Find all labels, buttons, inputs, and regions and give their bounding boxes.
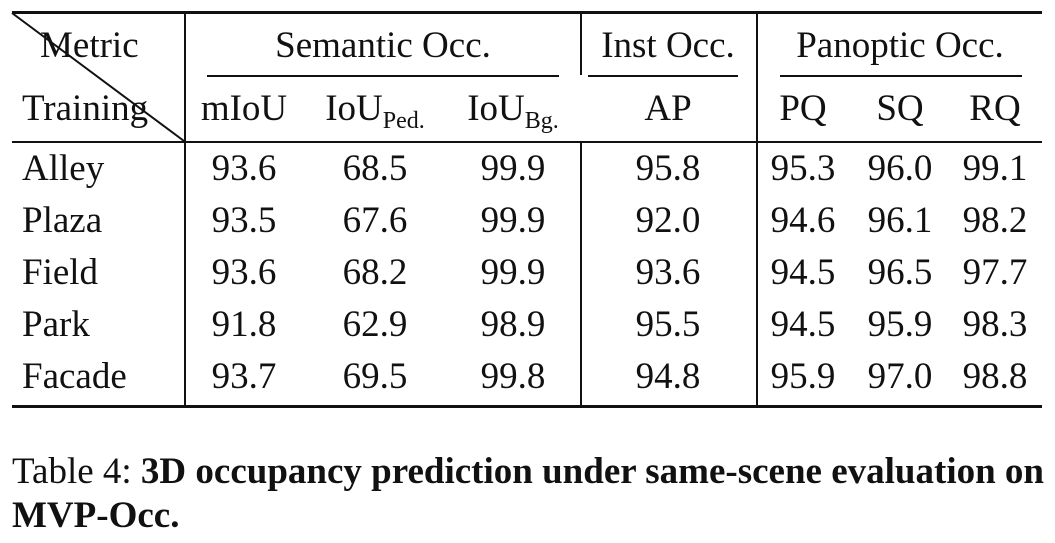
col-header-sq: SQ <box>876 88 924 129</box>
col-header-ap: AP <box>644 88 692 129</box>
cell-miou: 93.5 <box>211 200 277 241</box>
instance-group-underline <box>588 75 738 77</box>
cell-rq: 98.3 <box>962 304 1028 345</box>
row-scene-label: Plaza <box>22 200 103 241</box>
semantic-group-underline <box>207 75 559 77</box>
corner-training-label: Training <box>22 88 149 129</box>
cell-pq: 95.9 <box>770 356 836 397</box>
cell-miou: 93.7 <box>211 356 277 397</box>
cell-sq: 96.0 <box>867 148 933 189</box>
cell-pq: 94.5 <box>770 252 836 293</box>
cell-iou-bg: 99.9 <box>480 252 546 293</box>
cell-rq: 97.7 <box>962 252 1028 293</box>
cell-ap: 94.8 <box>635 356 701 397</box>
cell-sq: 96.1 <box>867 200 933 241</box>
cell-rq: 98.8 <box>962 356 1028 397</box>
cell-iou-ped: 68.5 <box>342 148 408 189</box>
column-divider-2 <box>580 13 582 75</box>
cell-miou: 93.6 <box>211 148 277 189</box>
column-divider-2-lower <box>580 141 582 406</box>
group-header-semantic: Semantic Occ. <box>275 25 491 66</box>
cell-ap: 95.5 <box>635 304 701 345</box>
cell-pq: 94.5 <box>770 304 836 345</box>
cell-sq: 95.9 <box>867 304 933 345</box>
cell-pq: 94.6 <box>770 200 836 241</box>
group-header-panoptic: Panoptic Occ. <box>796 25 1004 66</box>
cell-iou-bg: 99.9 <box>480 148 546 189</box>
col-header-pq: PQ <box>779 88 827 129</box>
caption-label: Table 4: <box>12 451 141 492</box>
col-header-iou-bg: IoUBg. <box>467 88 559 134</box>
panoptic-group-underline <box>780 75 1022 77</box>
cell-rq: 98.2 <box>962 200 1028 241</box>
caption-title: 3D occupancy prediction under same-scene… <box>12 451 1045 536</box>
row-scene-label: Alley <box>22 148 105 189</box>
cell-sq: 96.5 <box>867 252 933 293</box>
corner-metric-label: Metric <box>40 25 139 66</box>
col-header-miou: mIoU <box>200 88 288 129</box>
cell-miou: 91.8 <box>211 304 277 345</box>
cell-iou-bg: 98.9 <box>480 304 546 345</box>
cell-ap: 92.0 <box>635 200 701 241</box>
cell-iou-ped: 69.5 <box>342 356 408 397</box>
cell-iou-ped: 68.2 <box>342 252 408 293</box>
cell-sq: 97.0 <box>867 356 933 397</box>
header-rule <box>12 141 1042 143</box>
col-header-iou-bg-sub: Bg. <box>524 108 559 134</box>
cell-miou: 93.6 <box>211 252 277 293</box>
row-scene-label: Facade <box>22 356 127 397</box>
cell-pq: 95.3 <box>770 148 836 189</box>
col-header-rq: RQ <box>969 88 1021 129</box>
column-divider-1 <box>184 13 186 406</box>
cell-iou-ped: 62.9 <box>342 304 408 345</box>
bottom-rule <box>12 405 1042 408</box>
group-header-instance: Inst Occ. <box>601 25 735 66</box>
column-divider-3 <box>756 13 758 406</box>
cell-ap: 93.6 <box>635 252 701 293</box>
cell-iou-ped: 67.6 <box>342 200 408 241</box>
col-header-iou-ped: IoUPed. <box>325 88 425 134</box>
cell-ap: 95.8 <box>635 148 701 189</box>
row-scene-label: Park <box>22 304 90 345</box>
cell-iou-bg: 99.8 <box>480 356 546 397</box>
cell-iou-bg: 99.9 <box>480 200 546 241</box>
table-caption: Table 4: 3D occupancy prediction under s… <box>12 450 1047 538</box>
top-rule <box>12 11 1042 14</box>
row-scene-label: Field <box>22 252 99 293</box>
col-header-iou-ped-sub: Ped. <box>382 108 425 134</box>
cell-rq: 99.1 <box>962 148 1028 189</box>
